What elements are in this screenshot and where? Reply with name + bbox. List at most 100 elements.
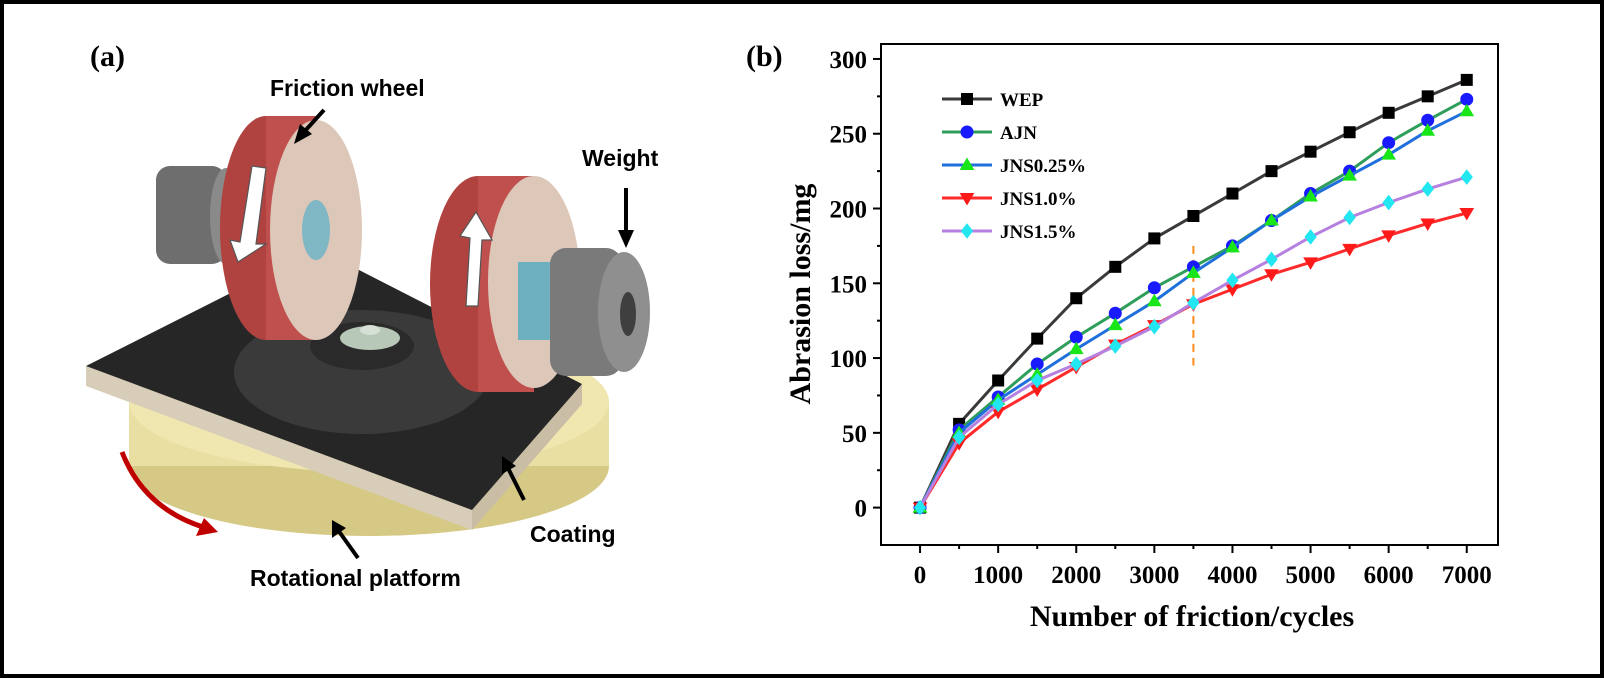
data-point bbox=[1070, 292, 1083, 305]
data-point bbox=[1226, 272, 1239, 289]
data-point bbox=[1070, 356, 1083, 372]
arrow-to-friction-wheel-icon bbox=[302, 108, 326, 134]
data-point bbox=[913, 499, 927, 516]
data-point bbox=[1031, 372, 1044, 389]
data-point bbox=[1107, 317, 1123, 331]
data-point bbox=[1109, 338, 1122, 354]
data-point bbox=[1068, 341, 1084, 355]
x-tick-label: 7000 bbox=[1442, 562, 1492, 589]
data-point bbox=[1264, 269, 1279, 282]
coating-slab-illustration bbox=[86, 249, 582, 530]
data-point bbox=[1459, 103, 1475, 117]
data-point bbox=[1031, 332, 1044, 345]
legend-swatch-marker bbox=[959, 157, 975, 170]
data-point bbox=[1343, 126, 1356, 139]
data-point bbox=[1148, 318, 1161, 335]
friction-wheel-left-illustration bbox=[156, 116, 362, 340]
arrow-to-coating-icon bbox=[506, 467, 526, 501]
data-point bbox=[1421, 181, 1434, 197]
legend-item: JNS1.5% bbox=[942, 222, 1077, 243]
data-point bbox=[1264, 212, 1279, 226]
y-tick-label: 100 bbox=[830, 346, 868, 373]
data-point bbox=[1225, 239, 1240, 253]
friction-wheel-right-illustration bbox=[430, 176, 650, 392]
legend-swatch-marker bbox=[960, 125, 974, 139]
rotation-arrowhead-icon bbox=[196, 518, 218, 536]
legend-swatch-marker bbox=[961, 93, 973, 105]
data-point bbox=[1420, 123, 1436, 136]
legend-label: JNS1.5% bbox=[1000, 222, 1077, 243]
x-tick-label: 2000 bbox=[1051, 562, 1101, 589]
rotation-arrow-icon bbox=[119, 451, 207, 531]
data-point bbox=[1460, 73, 1473, 86]
data-point bbox=[1147, 281, 1161, 295]
data-point bbox=[1381, 147, 1397, 160]
data-point bbox=[1265, 251, 1278, 268]
data-point bbox=[1187, 294, 1200, 311]
series-layer bbox=[912, 73, 1475, 516]
y-axis: 0 50 100 150 200 250 300 bbox=[830, 47, 881, 523]
legend-item: JNS1.0% bbox=[942, 189, 1077, 210]
data-point bbox=[992, 374, 1005, 387]
y-tick-label: 250 bbox=[830, 122, 868, 149]
y-tick-label: 50 bbox=[842, 421, 867, 448]
data-point bbox=[1304, 229, 1317, 245]
data-point bbox=[952, 429, 966, 446]
data-point bbox=[1069, 330, 1083, 344]
legend-item: JNS0.25% bbox=[942, 156, 1086, 177]
x-axis-label: Number of friction/cycles bbox=[1030, 600, 1354, 633]
panel-a-schematic: (a) bbox=[86, 40, 659, 591]
x-tick-label: 4000 bbox=[1207, 562, 1257, 589]
plot-frame bbox=[880, 43, 1499, 546]
data-point bbox=[1304, 145, 1317, 158]
x-axis: 0 1000 2000 3000 4000 5000 6000 7000 bbox=[914, 545, 1492, 589]
data-point bbox=[1108, 306, 1122, 320]
arrow-to-platform-icon bbox=[336, 528, 360, 560]
data-point bbox=[1382, 106, 1395, 119]
callout-rotational-platform: Rotational platform bbox=[250, 565, 461, 591]
data-point bbox=[1459, 207, 1475, 221]
callout-coating: Coating bbox=[530, 521, 616, 547]
x-tick-label: 5000 bbox=[1286, 562, 1336, 589]
series-jns0-25- bbox=[912, 103, 1475, 513]
y-tick-label: 0 bbox=[855, 496, 868, 523]
legend-label: AJN bbox=[1000, 123, 1037, 144]
data-point bbox=[1148, 232, 1161, 245]
legend-swatch-marker bbox=[960, 223, 974, 239]
data-point bbox=[1381, 230, 1397, 243]
callout-friction-wheel: Friction wheel bbox=[270, 75, 425, 101]
panel-a-label: (a) bbox=[90, 40, 125, 73]
x-tick-label: 1000 bbox=[973, 562, 1023, 589]
series-wep bbox=[914, 73, 1473, 514]
x-tick-label: 6000 bbox=[1364, 562, 1414, 589]
y-tick-label: 150 bbox=[830, 271, 868, 298]
data-point bbox=[992, 396, 1005, 413]
figure-canvas: (a) bbox=[86, 40, 1499, 633]
data-point bbox=[1186, 265, 1201, 278]
data-point bbox=[1421, 90, 1434, 103]
y-axis-label: Abrasion loss/mg bbox=[784, 184, 817, 405]
panel-b-label: (b) bbox=[746, 40, 783, 73]
data-point bbox=[1460, 92, 1474, 106]
data-point bbox=[1265, 165, 1278, 178]
data-point bbox=[1382, 194, 1395, 211]
panel-b-chart: (b) 0 50 100 150 200 250 300 0 1000 2000 3000 4000… bbox=[746, 40, 1499, 633]
data-point bbox=[1303, 189, 1318, 202]
y-tick-label: 300 bbox=[830, 47, 868, 74]
data-point bbox=[1303, 257, 1318, 270]
data-point bbox=[1420, 218, 1436, 231]
legend: WEP AJN JNS0.25% JNS1.0% JNS1.5% bbox=[942, 90, 1086, 243]
data-point bbox=[1343, 209, 1356, 226]
data-point bbox=[1342, 168, 1357, 181]
series-jns1-5- bbox=[913, 169, 1473, 516]
legend-label: JNS1.0% bbox=[1000, 189, 1077, 210]
data-point bbox=[1187, 209, 1200, 222]
data-point bbox=[1382, 136, 1396, 150]
data-point bbox=[1342, 243, 1357, 257]
callout-arrows bbox=[302, 108, 628, 560]
data-point bbox=[1109, 260, 1122, 273]
callout-weight: Weight bbox=[582, 145, 659, 171]
legend-item: AJN bbox=[942, 123, 1037, 144]
x-tick-label: 3000 bbox=[1129, 562, 1179, 589]
